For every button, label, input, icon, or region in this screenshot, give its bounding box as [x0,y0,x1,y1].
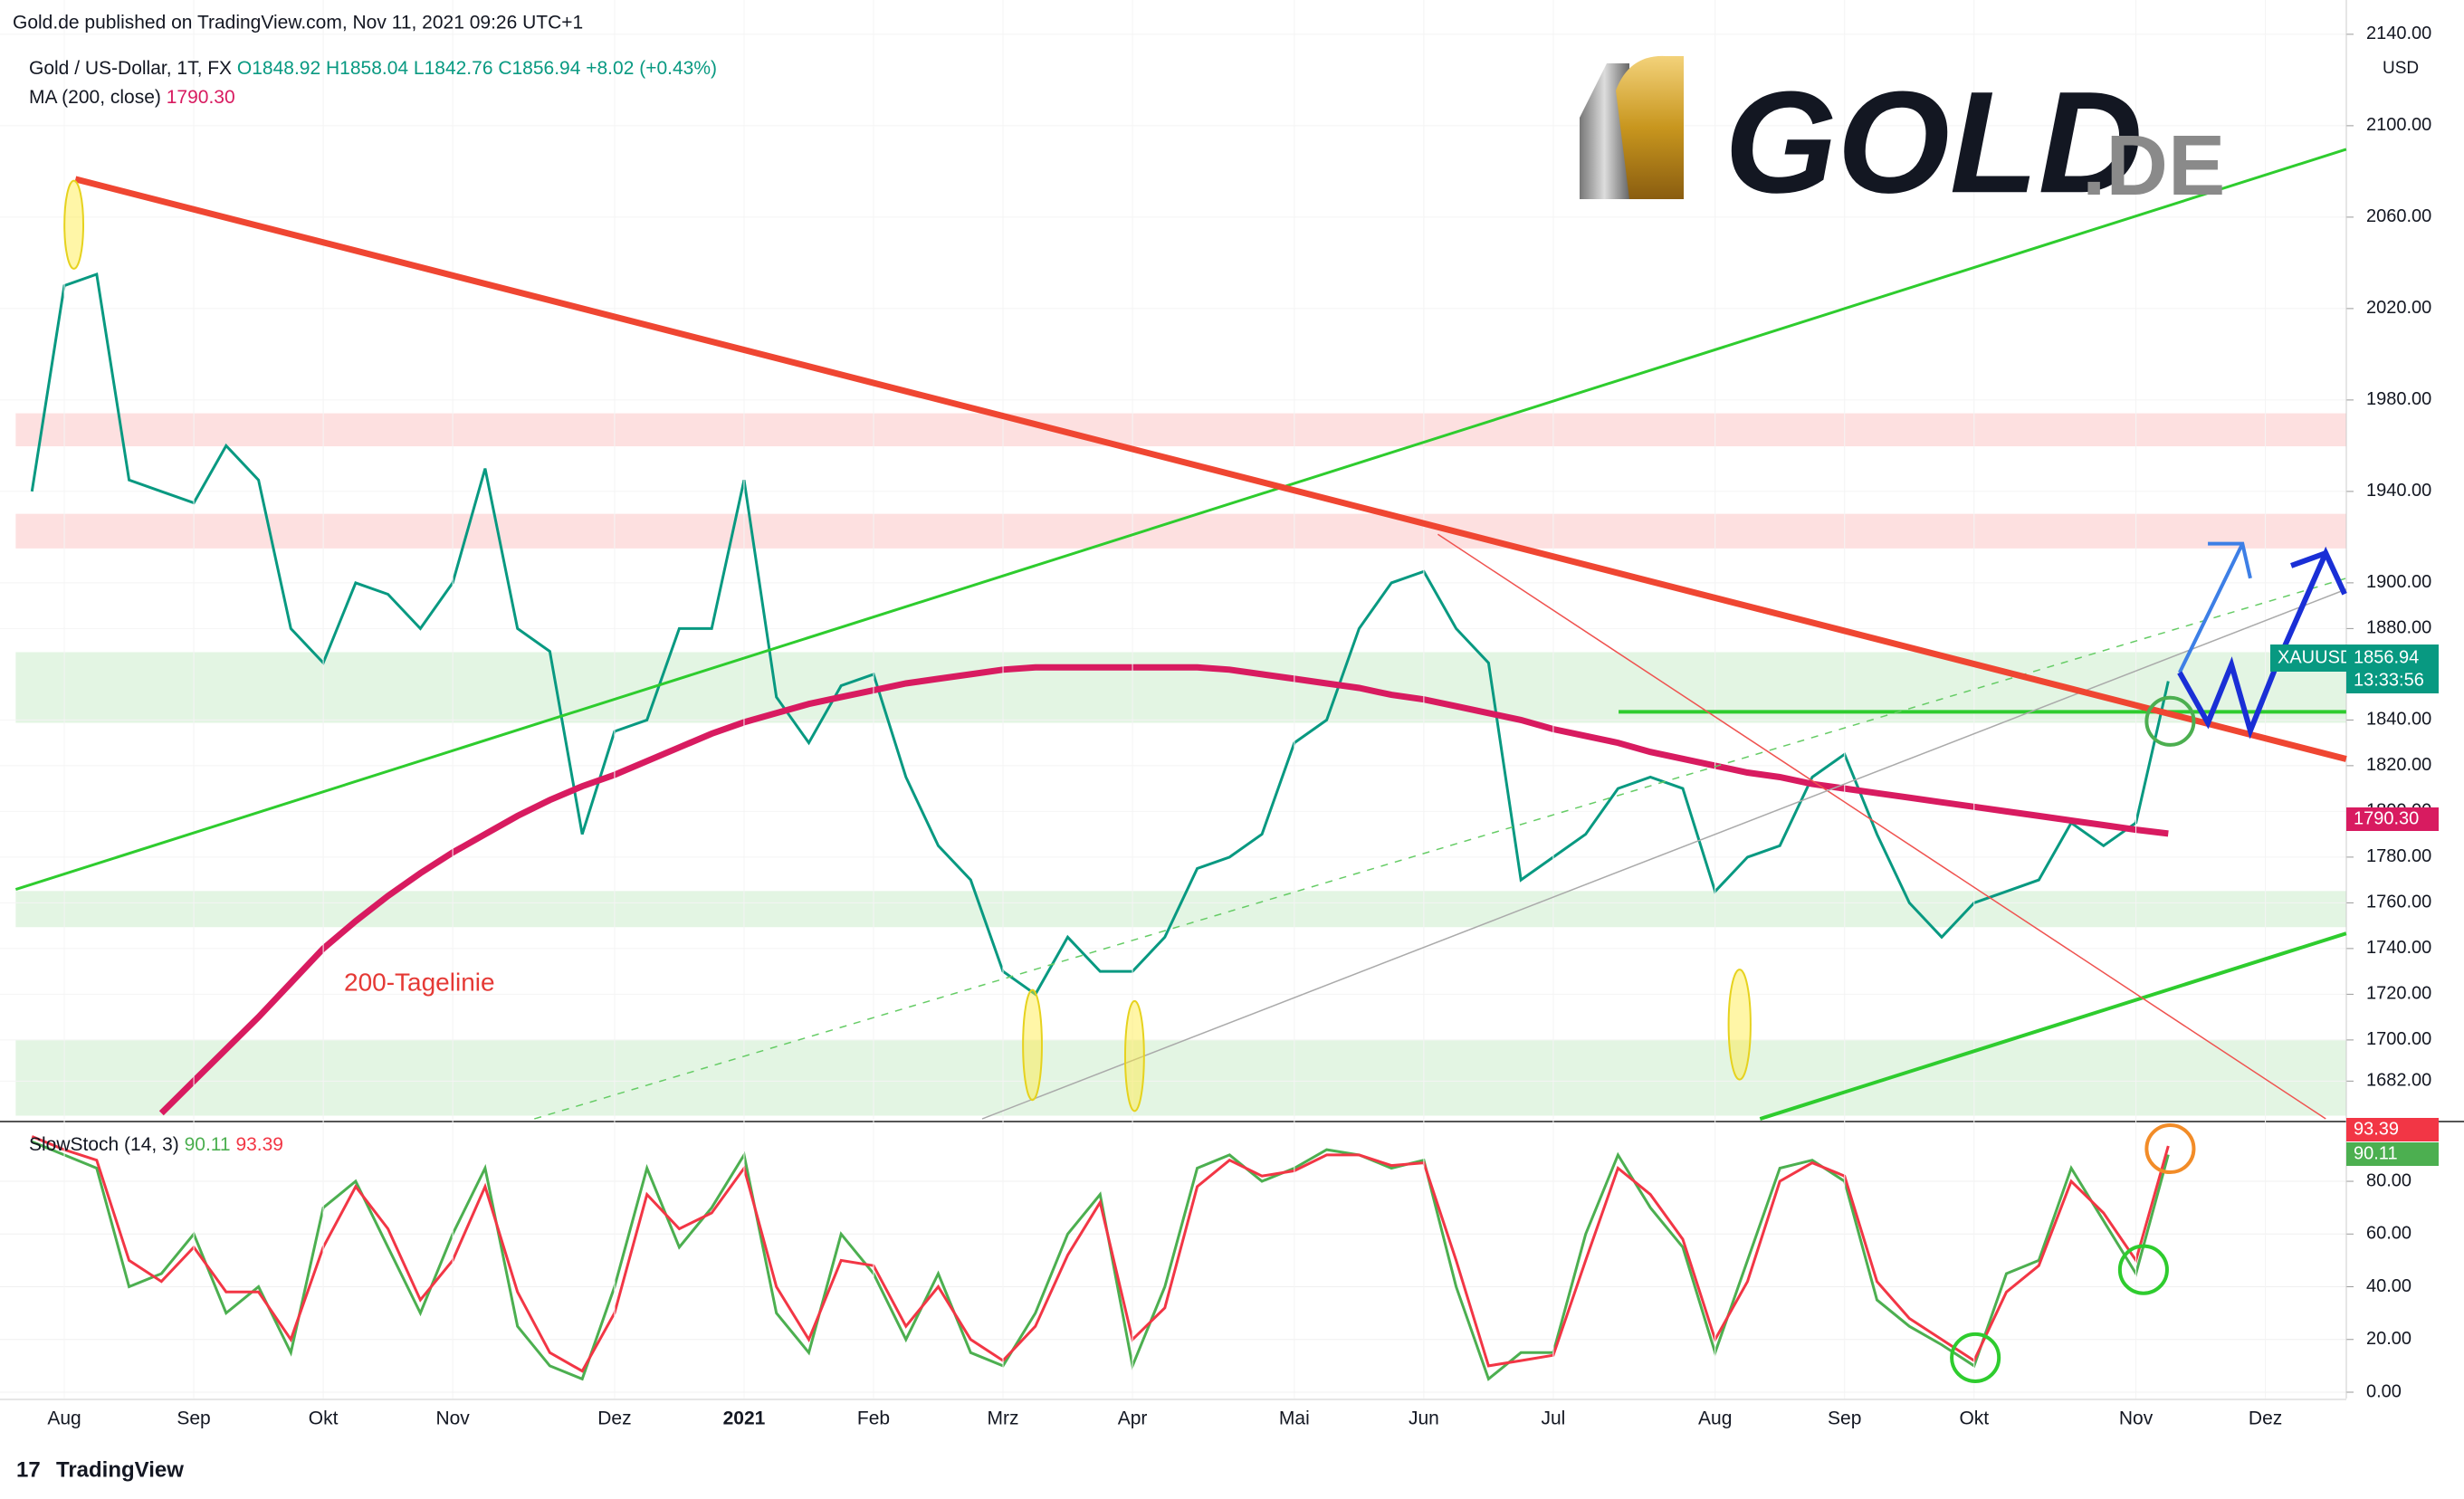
y-tick-label: 20.00 [2366,1329,2411,1349]
y-tick-label: 1682.00 [2366,1071,2431,1091]
y-tick-label: 1980.00 [2366,389,2431,409]
drawing-arrow [2177,546,2347,740]
x-tick-label: Okt [1959,1408,1989,1429]
y-tick-label: 2060.00 [2366,206,2431,226]
highlight-circle [2144,695,2196,747]
x-tick-label: Nov [435,1408,470,1429]
legend-part: 93.39 [235,1134,283,1155]
drawing-line [14,148,2347,892]
drawing-line [1759,931,2347,1121]
footer-brand: TradingView [56,1457,184,1482]
x-tick-label: Apr [1118,1408,1148,1429]
y-tick-label: 0.00 [2366,1381,2402,1401]
x-tick-label: 2021 [723,1408,766,1429]
legend-part: 1790.30 [167,87,235,108]
highlight [1727,969,1752,1081]
y-tick-label: 60.00 [2366,1224,2411,1244]
series-line [31,1140,2170,1381]
highlight-circle [2117,1244,2169,1295]
symbol-tag: XAUUSD [2278,647,2353,667]
y-tick-label: 1720.00 [2366,984,2431,1004]
x-tick-label: Feb [857,1408,890,1429]
x-tick-label: Nov [2119,1408,2154,1429]
y-tick-label: 80.00 [2366,1170,2411,1190]
series-line [158,664,2169,1116]
legend: Gold / US-Dollar, 1T, FX O1848.92 H1858.… [29,58,717,79]
drawing-arrow [2178,541,2252,673]
y-tick-label: 2020.00 [2366,298,2431,318]
price-tag: 1856.94 [2354,647,2419,667]
stoch-d-tag: 93.39 [2354,1119,2399,1139]
ma-tag: 1790.30 [2354,808,2419,828]
symbol-tag-bg [2270,644,2346,672]
y-tick-label: 1780.00 [2366,846,2431,866]
legend-part: SlowStoch (14, 3) [29,1134,179,1155]
x-tick-label: Dez [597,1408,631,1429]
zone [15,891,2346,928]
x-tick-label: Jun [1409,1408,1439,1429]
highlight-circle [1950,1332,2001,1383]
y-tick-label: 2100.00 [2366,115,2431,135]
stoch-k-tag: 90.11 [2354,1143,2398,1163]
x-tick-label: Mai [1279,1408,1310,1429]
highlight-circle [2144,1122,2196,1175]
legend: SlowStoch (14, 3) 90.11 93.39 [29,1134,283,1155]
y-tick-label: 1740.00 [2366,938,2431,958]
y-tick-label: 1880.00 [2366,618,2431,638]
x-tick-label: Aug [47,1408,81,1429]
x-tick-label: Jul [1541,1408,1565,1429]
highlight [1022,988,1043,1102]
x-tick-label: Aug [1698,1408,1732,1429]
plot-layer: 1682.00 1700.00 1720.00 1740.00 1760.00 1780.… [0,0,2464,1429]
footer-icon: 17 [16,1457,41,1482]
drawing-line [981,588,2347,1120]
logo-bar [1616,55,1684,200]
drawing-line [74,176,2347,762]
stoch-k-tag-bg [2346,1142,2439,1166]
currency: USD [2383,59,2419,78]
y-tick-label: 1760.00 [2366,893,2431,912]
y-tick-label: 1700.00 [2366,1029,2431,1049]
drawing-line [1437,533,2326,1120]
x-tick-label: Mrz [988,1408,1019,1429]
logo: GOLD .DE [1580,55,2225,223]
x-tick-label: Dez [2249,1408,2282,1429]
legend-part: Gold / US-Dollar, 1T, FX [29,58,232,79]
y-tick-label: 40.00 [2366,1276,2411,1296]
y-tick-label: 1900.00 [2366,572,2431,592]
y-tick-label: 1820.00 [2366,755,2431,775]
series-line [31,1135,2170,1373]
series-line [30,272,2170,997]
logo-text: GOLD [1724,61,2143,223]
x-tick-label: Sep [1828,1408,1861,1429]
ma-tag-bg [2346,807,2439,831]
logo-suffix: .DE [2082,118,2225,214]
y-tick-label: 1840.00 [2366,710,2431,730]
stoch-d-tag-bg [2346,1118,2439,1141]
x-tick-label: Sep [177,1408,210,1429]
highlight [63,179,85,270]
y-tick-label: 2140.00 [2366,24,2431,43]
countdown: 13:33:56 [2354,670,2424,690]
zone [15,413,2346,447]
legend-part: O1848.92 H1858.04 L1842.76 C1856.94 +8.0… [237,58,717,79]
legend-part: MA (200, close) [29,87,161,108]
published-note: Gold.de published on TradingView.com, No… [13,13,583,33]
legend-part: 90.11 [185,1134,231,1155]
x-tick-label: Okt [309,1408,339,1429]
price-tag-bg [2346,644,2439,693]
drawing-line [534,578,2347,1120]
y-tick-label: 1940.00 [2366,481,2431,501]
highlight [1123,999,1145,1112]
legend: MA (200, close) 1790.30 [29,87,235,108]
zone [15,1040,2346,1116]
ma-annotation: 200-Tagelinie [344,968,495,996]
